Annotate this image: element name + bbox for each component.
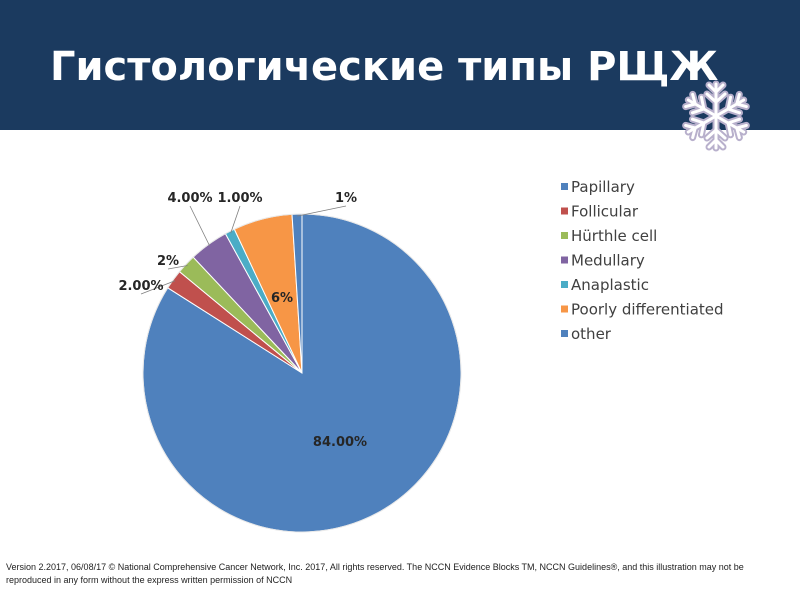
legend-label: Medullary — [571, 252, 645, 270]
leader-lines — [140, 205, 347, 295]
data-labels: 84.00% 2.00% 2% 4.00% 1.00% 6% 1% — [118, 191, 367, 450]
data-label: 2.00% — [118, 279, 163, 294]
legend-label: Follicular — [571, 203, 639, 221]
copyright-footnote: Version 2.2017, 06/08/17 © National Comp… — [6, 562, 744, 585]
leader-line — [140, 280, 176, 295]
legend-swatch — [561, 256, 568, 264]
data-label: 84.00% — [313, 435, 367, 450]
leader-line — [189, 205, 211, 247]
data-label: 4.00% — [167, 191, 212, 206]
chart-legend: Papillary Follicular Hürthle cell Medullary… — [561, 178, 724, 343]
snowflake-icon — [676, 80, 756, 156]
data-label: 2% — [157, 254, 179, 269]
legend-swatch — [561, 207, 568, 215]
header-band — [0, 0, 800, 130]
leader-line — [167, 265, 188, 270]
pie-slices — [142, 213, 462, 533]
leader-line — [297, 205, 347, 217]
data-label: 6% — [271, 291, 293, 306]
legend-label: Papillary — [571, 178, 635, 196]
data-label: 1% — [335, 191, 357, 206]
legend-label: Hürthle cell — [571, 227, 657, 245]
legend-label: Anaplastic — [571, 276, 649, 294]
legend-swatch — [561, 232, 568, 239]
legend-label: Poorly differentiated — [571, 301, 724, 319]
legend-label: other — [571, 325, 612, 343]
slide-title: Гистологические типы РЩЖ — [50, 44, 719, 90]
legend-swatch — [561, 305, 568, 313]
leader-line — [230, 205, 241, 234]
legend-swatch — [561, 330, 568, 337]
data-label: 1.00% — [217, 191, 262, 206]
pie-outline — [142, 213, 462, 533]
legend-swatch — [561, 281, 568, 288]
legend-swatch — [561, 183, 568, 190]
